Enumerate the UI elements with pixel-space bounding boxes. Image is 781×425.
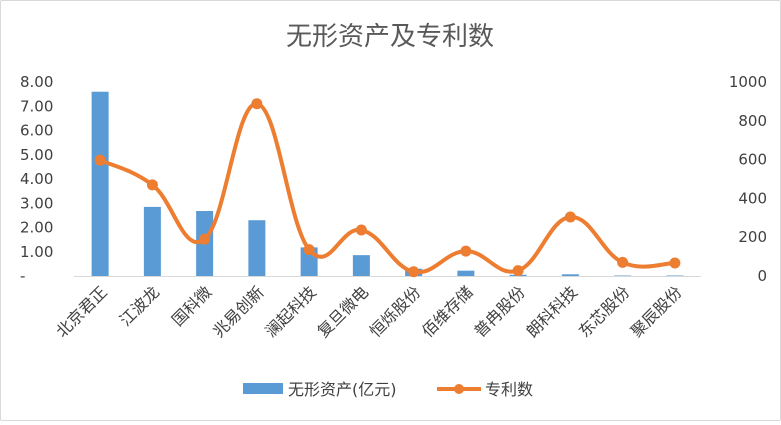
category-label: 东芯股份 <box>575 282 634 341</box>
category-label: 佰维存储 <box>418 282 477 341</box>
category-label: 国科微 <box>168 282 215 329</box>
line-point-3 <box>199 233 211 245</box>
right-tick-label: 800 <box>738 112 767 130</box>
category-labels: 北京君正 江波龙 国科微兆易创新澜起科技复旦微电恒烁股份佰维存储普冉股份朗科科技东芯… <box>52 282 685 341</box>
left-tick-label: 4.00 <box>20 170 53 188</box>
left-tick-label: 5.00 <box>20 146 53 164</box>
line-point-8 <box>460 245 472 257</box>
legend-line-marker <box>454 384 464 394</box>
line-point-7 <box>408 266 420 278</box>
right-tick-label: 0 <box>757 267 767 285</box>
legend-line-label: 专利数 <box>485 380 533 399</box>
left-tick-label: 7.00 <box>20 97 53 115</box>
right-tick-label: 200 <box>738 228 767 246</box>
category-label: 朗科科技 <box>523 282 582 341</box>
bar-8 <box>457 270 475 276</box>
category-label: 澜起科技 <box>261 282 320 341</box>
left-tick-label: 3.00 <box>20 194 53 212</box>
bar-11 <box>614 275 632 277</box>
legend-bar-swatch <box>243 383 283 394</box>
left-axis-ticks: - 1.00 2.00 3.00 4.00 5.00 6.00 7.00 8.00 <box>20 73 53 285</box>
line-series <box>94 98 681 278</box>
bar-6 <box>352 255 370 276</box>
line-point-4 <box>251 98 263 110</box>
legend: 无形资产(亿元) 专利数 <box>243 380 533 399</box>
category-label: 北京君正 <box>52 282 111 341</box>
bar-1 <box>91 91 109 276</box>
line-point-12 <box>669 257 681 269</box>
category-label: 恒烁股份 <box>366 282 425 341</box>
line-point-5 <box>303 244 315 256</box>
line-point-2 <box>146 179 158 191</box>
left-tick-label: 1.00 <box>20 243 53 261</box>
bar-4 <box>248 220 266 276</box>
left-tick-label: 6.00 <box>20 122 53 140</box>
right-tick-label: 600 <box>738 151 767 169</box>
chart-title: 无形资产及专利数 <box>286 22 494 52</box>
right-tick-label: 400 <box>738 189 767 207</box>
category-label: 普冉股份 <box>470 282 529 341</box>
right-axis-ticks: 0 200 400 600 800 1000 <box>729 73 767 285</box>
bar-10 <box>561 274 579 276</box>
patent-line <box>98 101 677 275</box>
category-label: 兆易创新 <box>209 282 268 341</box>
bar-12 <box>666 275 684 277</box>
left-tick-label: 8.00 <box>20 73 53 91</box>
line-point-6 <box>355 224 367 236</box>
category-label: 复旦微电 <box>314 282 373 341</box>
line-point-10 <box>564 211 576 223</box>
right-tick-label: 1000 <box>729 73 767 91</box>
left-tick-label: 2.00 <box>20 219 53 237</box>
line-point-1 <box>94 154 106 166</box>
legend-bar-label: 无形资产(亿元) <box>288 380 397 399</box>
bar-2 <box>143 206 161 276</box>
category-label: 江波龙 <box>116 282 163 329</box>
left-tick-label: - <box>20 267 25 285</box>
line-point-11 <box>617 256 629 268</box>
category-label: 聚辰股份 <box>627 282 686 341</box>
line-point-9 <box>512 265 524 277</box>
